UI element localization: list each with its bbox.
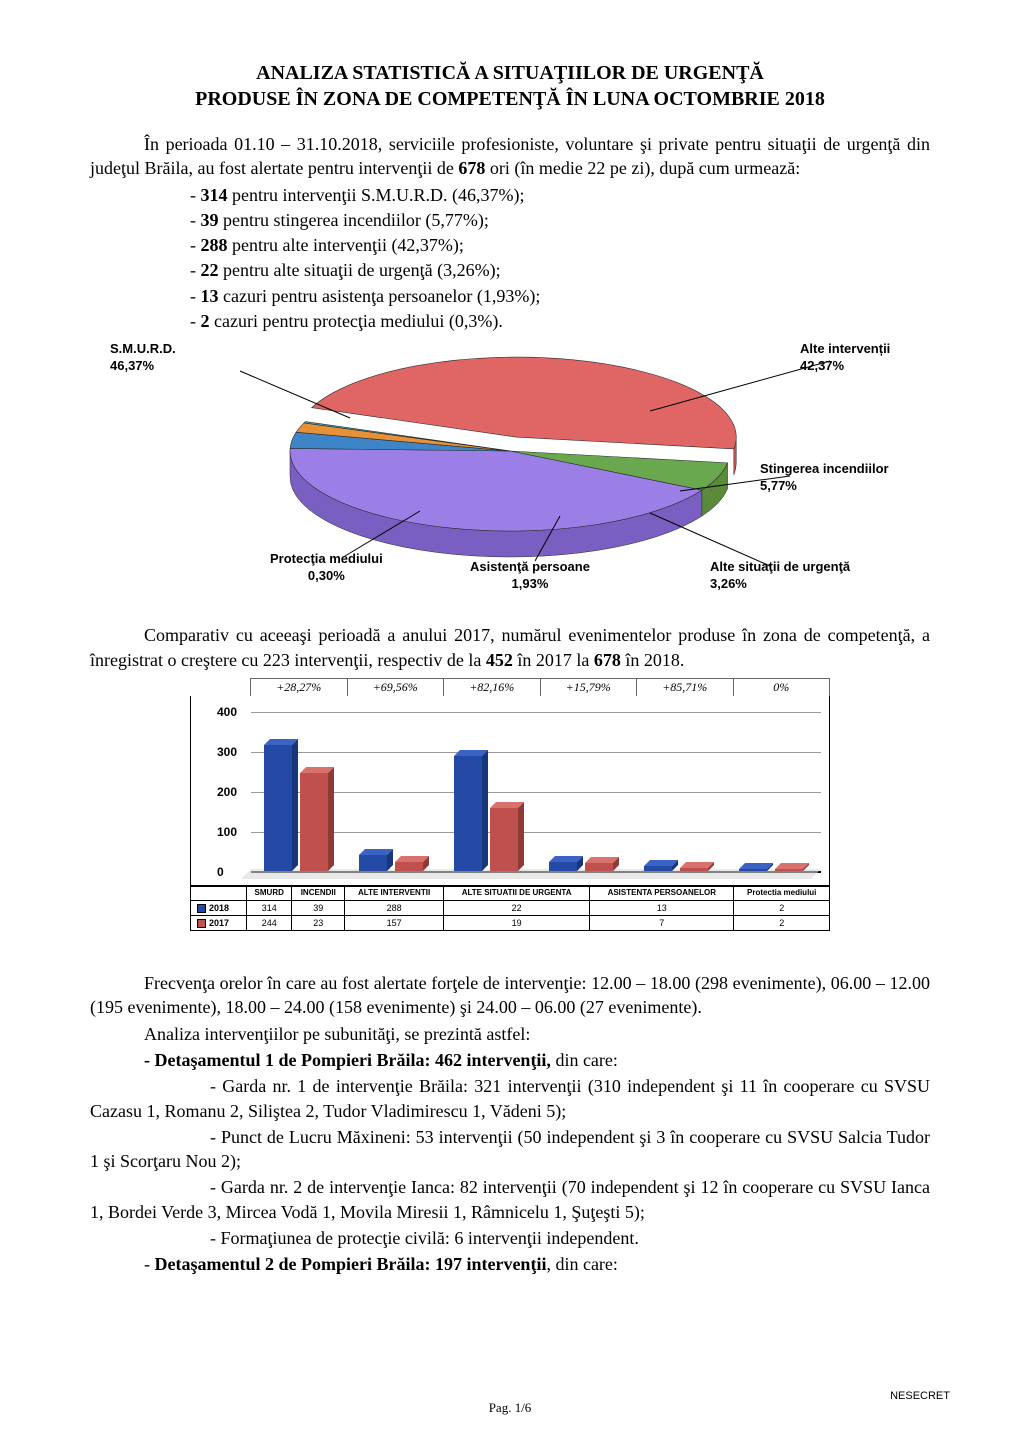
table-cell: 244 [247, 915, 292, 930]
bar-2017 [395, 862, 423, 871]
table-cell: 314 [247, 900, 292, 915]
table-col-header: ALTE SITUATII DE URGENTA [444, 886, 590, 900]
y-axis-tick: 300 [217, 745, 237, 759]
pie-chart: S.M.U.R.D.46,37% Stingerea incendiilor5,7… [90, 341, 930, 611]
breakdown-list: - 314 pentru intervenţii S.M.U.R.D. (46,… [190, 183, 930, 334]
bar-2017 [490, 808, 518, 871]
detachment-1-items: - Garda nr. 1 de intervenţie Brăila: 321… [90, 1074, 930, 1250]
title-line-1: ANALIZA STATISTICĂ A SITUAŢIILOR DE URGE… [90, 60, 930, 86]
compare-val-2018: 678 [594, 650, 621, 670]
bar-group [726, 711, 821, 871]
intro-paragraph: În perioada 01.10 – 31.10.2018, servicii… [90, 132, 930, 181]
bar-plot-area: 0 100 200 300 400 [190, 696, 830, 886]
bar-2018 [264, 745, 292, 871]
intro-suffix: ori (în medie 22 pe zi), după cum urmeaz… [485, 158, 800, 178]
percent-change-cell: +69,56% [347, 678, 445, 697]
table-col-header: INCENDII [292, 886, 345, 900]
series-legend: 2017 [191, 915, 247, 930]
subunit-intro: Analiza intervenţiilor pe subunităţi, se… [90, 1022, 930, 1046]
pie-slice-label: Alte intervenții42,37% [800, 341, 890, 374]
pie-slice-label: Asistenţă persoane1,93% [470, 559, 590, 592]
detachment-1-item: - Garda nr. 1 de intervenţie Brăila: 321… [90, 1074, 930, 1123]
bar-2018 [549, 862, 577, 871]
compare-val-2017: 452 [486, 650, 513, 670]
document-title: ANALIZA STATISTICĂ A SITUAŢIILOR DE URGE… [90, 60, 930, 112]
percent-change-cell: +82,16% [443, 678, 541, 697]
legend-swatch [197, 919, 206, 928]
legend-swatch [197, 904, 206, 913]
bar-2018 [739, 869, 767, 871]
y-axis-tick: 100 [217, 825, 237, 839]
table-col-header: ASISTENTA PERSOANELOR [590, 886, 734, 900]
bars-container [251, 711, 821, 871]
bar-group [346, 711, 441, 871]
table-cell: 39 [292, 900, 345, 915]
det2-label: Detaşamentul 2 de Pompieri Brăila: 197 i… [155, 1254, 547, 1274]
percent-change-row: +28,27%+69,56%+82,16%+15,79%+85,71%0% [250, 678, 830, 697]
det2-pre: - [144, 1254, 155, 1274]
y-axis-tick: 0 [217, 865, 224, 879]
percent-change-cell: 0% [733, 678, 831, 697]
percent-change-cell: +28,27% [250, 678, 348, 697]
frequency-paragraph: Frecvenţa orelor în care au fost alertat… [90, 971, 930, 1020]
det1-suffix: din care: [551, 1050, 618, 1070]
bar-group [441, 711, 536, 871]
y-axis-tick: 400 [217, 705, 237, 719]
table-row: 20183143928822132 [191, 900, 830, 915]
table-cell: 2 [734, 915, 830, 930]
bar-data-table: SMURDINCENDIIALTE INTERVENTIIALTE SITUAT… [190, 886, 830, 931]
percent-change-cell: +85,71% [636, 678, 734, 697]
bar-2018 [454, 756, 482, 871]
table-cell: 13 [590, 900, 734, 915]
y-axis-tick: 200 [217, 785, 237, 799]
breakdown-item: - 39 pentru stingerea incendiilor (5,77%… [190, 208, 930, 232]
bar-2017 [585, 863, 613, 871]
table-cell: 7 [590, 915, 734, 930]
bar-group [631, 711, 726, 871]
breakdown-item: - 288 pentru alte intervenţii (42,37%); [190, 233, 930, 257]
pie-slice-label: Stingerea incendiilor5,77% [760, 461, 889, 494]
table-cell: 22 [444, 900, 590, 915]
breakdown-item: - 314 pentru intervenţii S.M.U.R.D. (46,… [190, 183, 930, 207]
bar-group [251, 711, 346, 871]
breakdown-item: - 22 pentru alte situaţii de urgenţă (3,… [190, 258, 930, 282]
pie-slice-label: Alte situaţii de urgenţă3,26% [710, 559, 850, 592]
table-cell: 23 [292, 915, 345, 930]
detachment-1-item: - Formaţiunea de protecţie civilă: 6 int… [90, 1226, 930, 1250]
compare-suffix: în 2018. [621, 650, 685, 670]
table-col-header: SMURD [247, 886, 292, 900]
table-row: 2017244231571972 [191, 915, 830, 930]
percent-change-cell: +15,79% [540, 678, 638, 697]
breakdown-item: - 2 cazuri pentru protecţia mediului (0,… [190, 309, 930, 333]
bar-group [536, 711, 631, 871]
page-number: Pag. 1/6 [0, 1400, 1020, 1416]
detachment-2-header: - Detaşamentul 2 de Pompieri Brăila: 197… [144, 1252, 930, 1276]
series-legend: 2018 [191, 900, 247, 915]
bar-2018 [644, 866, 672, 871]
compare-mid: în 2017 la [513, 650, 594, 670]
intro-total: 678 [458, 158, 485, 178]
table-cell: 157 [345, 915, 444, 930]
table-corner [191, 886, 247, 900]
bar-2017 [300, 773, 328, 871]
det2-suffix: , din care: [546, 1254, 617, 1274]
table-col-header: Protectia mediului [734, 886, 830, 900]
table-cell: 19 [444, 915, 590, 930]
table-cell: 2 [734, 900, 830, 915]
comparative-paragraph: Comparativ cu aceeaşi perioadă a anului … [90, 623, 930, 672]
bar-chart: +28,27%+69,56%+82,16%+15,79%+85,71%0% 0 1… [190, 678, 830, 931]
bar-2017 [775, 869, 803, 871]
breakdown-item: - 13 cazuri pentru asistenţa persoanelor… [190, 284, 930, 308]
table-cell: 288 [345, 900, 444, 915]
bar-2017 [680, 868, 708, 871]
table-col-header: ALTE INTERVENTII [345, 886, 444, 900]
pie-slice-label: Protecţia mediului0,30% [270, 551, 383, 584]
detachment-1-header: - Detaşamentul 1 de Pompieri Brăila: 462… [144, 1048, 930, 1072]
pie-slice-label: S.M.U.R.D.46,37% [110, 341, 176, 374]
detachment-1-item: - Garda nr. 2 de intervenţie Ianca: 82 i… [90, 1175, 930, 1224]
det1-label: - Detaşamentul 1 de Pompieri Brăila: 462… [144, 1050, 551, 1070]
title-line-2: PRODUSE ÎN ZONA DE COMPETENŢĂ ÎN LUNA OC… [90, 86, 930, 112]
bar-2018 [359, 855, 387, 871]
detachment-1-item: - Punct de Lucru Măxineni: 53 intervenţi… [90, 1125, 930, 1174]
